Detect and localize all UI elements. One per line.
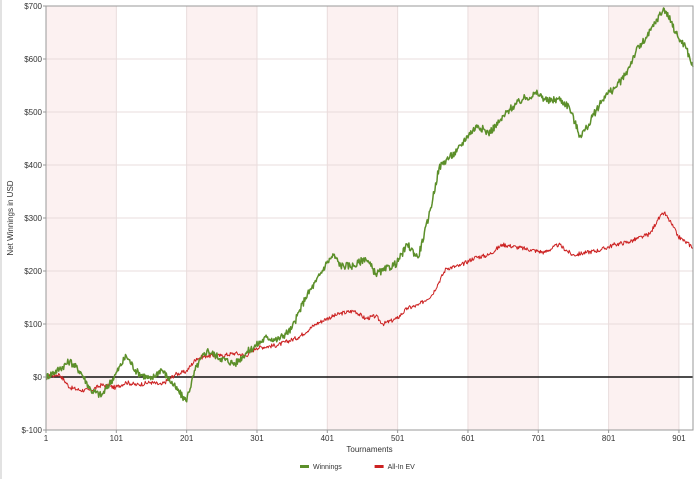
legend-label: Winnings: [313, 464, 342, 471]
legend-label: All-In EV: [388, 464, 416, 471]
series-line-winnings: [45, 7, 694, 403]
y-tick-label: $400: [24, 161, 42, 170]
legend-swatch: [374, 465, 384, 468]
legend-item-all-in-ev[interactable]: All-In EV: [374, 464, 416, 471]
x-tick-label: 201: [180, 434, 194, 443]
x-tick-label: 301: [250, 434, 264, 443]
y-axis-title: Net Winnings in USD: [6, 180, 15, 255]
y-tick-label: $100: [24, 320, 42, 329]
x-tick-label: 701: [532, 434, 546, 443]
y-axis: $-100 $0 $100 $200 $300 $400 $500 $600 $700: [22, 2, 46, 435]
x-tick-label: 501: [391, 434, 405, 443]
series-line-all-in-ev: [45, 211, 694, 393]
y-tick-label: $200: [24, 267, 42, 276]
x-tick-label: 901: [672, 434, 686, 443]
legend-swatch: [300, 465, 309, 468]
y-tick-label: $500: [24, 108, 42, 117]
y-tick-label: $300: [24, 214, 42, 223]
x-axis: 1 101 201 301 401 501 601 701 801 901: [44, 430, 686, 443]
x-axis-title: Tournaments: [346, 445, 392, 454]
x-tick-label: 101: [110, 434, 124, 443]
x-tick-label: 801: [602, 434, 616, 443]
y-tick-label: $600: [24, 55, 42, 64]
series-layer: [45, 7, 694, 403]
legend-item-winnings[interactable]: Winnings: [300, 464, 342, 471]
y-tick-label: $-100: [22, 426, 43, 435]
x-tick-label: 401: [321, 434, 335, 443]
y-tick-label: $0: [33, 373, 42, 382]
y-tick-label: $700: [24, 2, 42, 11]
legend: Winnings All-In EV: [300, 464, 415, 471]
x-tick-label: 1: [44, 434, 49, 443]
window-edge: [0, 0, 2, 479]
x-tick-label: 601: [461, 434, 475, 443]
